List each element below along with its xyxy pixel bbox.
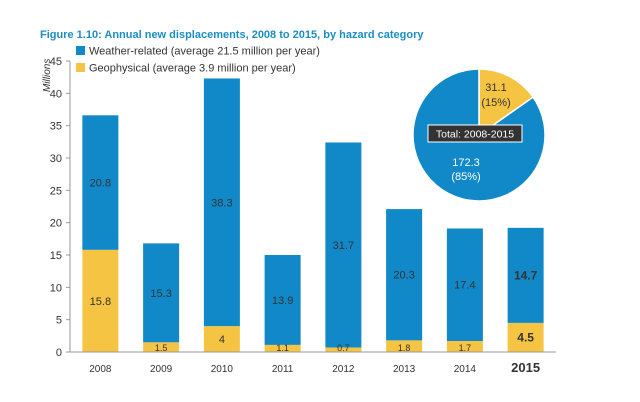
label-geophysical-2011: 1.1 <box>276 343 289 353</box>
bars: 20.8 15.8 15.3 1.5 38.3 4 13.9 1.1 31.7 0.7 20.3 1.… <box>82 78 544 353</box>
y-tick-label: 40 <box>50 88 62 100</box>
y-tick-label: 20 <box>50 218 62 230</box>
x-tick-label-2015: 2015 <box>511 360 540 375</box>
bar-weather-2014 <box>446 228 483 342</box>
pie-slice-geophysical <box>478 68 535 137</box>
legend-swatch-geophysical <box>76 63 85 72</box>
label-weather-2011: 13.9 <box>272 295 293 307</box>
x-tick-label-2012: 2012 <box>332 364 355 375</box>
label-geophysical-2015: 4.5 <box>517 330 534 344</box>
label-geophysical-2010: 4 <box>219 334 225 346</box>
label-geophysical-2008: 15.8 <box>90 296 111 308</box>
y-tick-label: 35 <box>50 121 62 133</box>
legend-label-weather: Weather-related (average 21.5 million pe… <box>89 46 320 58</box>
y-tick-label: 0 <box>56 347 62 359</box>
bar-weather-2015 <box>507 227 544 323</box>
x-tick-label-2014: 2014 <box>454 364 477 375</box>
legend: Weather-related (average 21.5 million pe… <box>76 46 320 75</box>
x-tick-label-2010: 2010 <box>211 364 234 375</box>
pie-label-geophysical-percent: (15%) <box>481 97 510 109</box>
label-geophysical-2012: 0.7 <box>337 343 350 353</box>
bar-weather-2008 <box>82 115 119 250</box>
label-weather-2009: 15.3 <box>150 288 171 300</box>
y-tick-label: 10 <box>50 282 62 294</box>
label-weather-2008: 20.8 <box>90 178 111 190</box>
x-tick-label-2013: 2013 <box>393 364 416 375</box>
y-tick-label: 45 <box>50 56 62 68</box>
legend-label-geophysical: Geophysical (average 3.9 million per yea… <box>89 63 296 75</box>
x-tick-label-2009: 2009 <box>150 364 173 375</box>
label-weather-2012: 31.7 <box>333 240 354 252</box>
label-geophysical-2014: 1.7 <box>459 343 472 353</box>
pie-title-box <box>427 124 523 143</box>
label-weather-2010: 38.3 <box>211 197 232 209</box>
bar-weather-2013 <box>386 209 423 341</box>
y-tick-label: 5 <box>56 315 62 327</box>
pie-label-geophysical-value: 31.1 <box>485 82 506 94</box>
y-tick-label: 25 <box>50 185 62 197</box>
bar-geophysical-2011 <box>264 344 301 352</box>
bar-weather-2009 <box>143 243 180 343</box>
x-tick-label-2008: 2008 <box>89 364 112 375</box>
bar-geophysical-2009 <box>143 342 180 352</box>
bar-weather-2010 <box>203 78 240 327</box>
pie-label-weather-percent: (85%) <box>451 171 480 183</box>
y-axis: 0 5 10 15 20 25 30 35 40 45 <box>50 56 71 359</box>
x-axis: 2008 2009 2010 2011 2012 2013 2014 2015 <box>70 351 556 375</box>
bar-geophysical-2008 <box>82 249 119 352</box>
bar-weather-2011 <box>264 255 301 345</box>
pie-slice-weather <box>412 68 546 202</box>
label-weather-2013: 20.3 <box>393 270 414 282</box>
bar-geophysical-2014 <box>446 341 483 352</box>
legend-swatch-weather <box>76 46 85 55</box>
chart-title: Figure 1.10: Annual new displacements, 2… <box>40 29 424 41</box>
pie-title: Total: 2008-2015 <box>436 129 514 141</box>
x-tick-label-2011: 2011 <box>272 364 294 375</box>
bar-weather-2012 <box>325 142 362 348</box>
bar-geophysical-2010 <box>203 326 240 352</box>
bar-geophysical-2013 <box>386 340 423 352</box>
label-weather-2014: 17.4 <box>454 280 475 292</box>
y-axis-label: Millions <box>42 59 53 92</box>
inset-pie: 31.1 (15%) 172.3 (85%) Total: 2008-2015 <box>412 68 546 202</box>
bar-geophysical-2012 <box>325 347 362 352</box>
pie-label-weather-value: 172.3 <box>452 157 480 169</box>
y-tick-label: 30 <box>50 153 62 165</box>
label-geophysical-2013: 1.8 <box>398 343 411 353</box>
y-tick-label: 15 <box>50 250 62 262</box>
label-weather-2015: 14.7 <box>514 268 538 282</box>
bar-geophysical-2015 <box>507 322 544 352</box>
label-geophysical-2009: 1.5 <box>155 343 168 353</box>
